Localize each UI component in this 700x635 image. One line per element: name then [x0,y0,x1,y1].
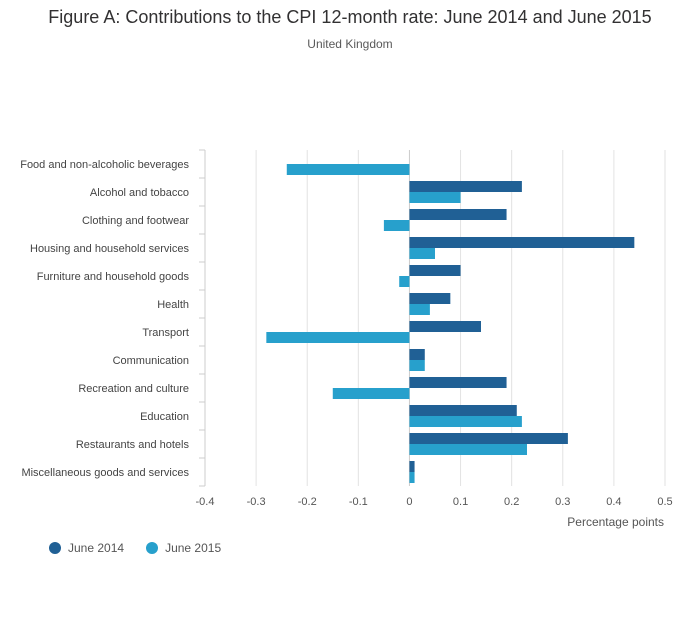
bar-june-2014[interactable] [409,181,522,192]
bar-june-2015[interactable] [409,248,435,259]
category-label: Food and non-alcoholic beverages [20,159,189,171]
x-tick-label: 0.4 [606,496,621,508]
category-label: Furniture and household goods [37,271,190,283]
bar-june-2014[interactable] [409,433,568,444]
axes: -0.4 -0.3 -0.2 -0.1 0 0.1 0.2 0.3 0.4 0.5 Food and… [20,149,673,508]
bar-june-2014[interactable] [409,405,517,416]
legend: June 2014 June 2015 [49,541,243,555]
x-tick-label: -0.4 [196,496,215,508]
bar-june-2014[interactable] [409,237,635,248]
category-label: Alcohol and tobacco [90,187,189,199]
bar-june-2015[interactable] [409,416,522,427]
category-label: Recreation and culture [78,383,189,395]
x-tick-label: -0.2 [298,496,317,508]
bar-june-2015[interactable] [409,192,461,203]
bar-june-2015[interactable] [286,164,410,175]
legend-item-1[interactable]: June 2015 [146,541,221,555]
bar-june-2014[interactable] [409,321,481,332]
bar-june-2015[interactable] [399,276,410,287]
legend-swatch-1 [146,542,159,554]
bar-june-2015[interactable] [332,388,410,399]
x-tick-label: 0.5 [657,496,672,508]
x-tick-label: 0 [406,496,412,508]
x-tick-label: 0.2 [504,496,519,508]
legend-label-0: June 2014 [68,541,125,555]
x-tick-label: 0.3 [555,496,570,508]
category-label: Education [140,411,189,423]
x-tick-label: 0.1 [453,496,468,508]
category-label: Communication [113,355,189,367]
bar-june-2015[interactable] [266,332,410,343]
legend-swatch-0 [49,542,61,554]
bar-june-2015[interactable] [383,220,410,231]
category-label: Clothing and footwear [82,215,189,227]
category-label: Health [157,299,189,311]
bar-june-2014[interactable] [409,461,415,472]
legend-label-1: June 2015 [165,541,222,555]
legend-item-0[interactable]: June 2014 [49,541,124,555]
bar-june-2014[interactable] [409,349,425,360]
chart-title: Figure A: Contributions to the CPI 12-mo… [48,7,652,27]
category-label: Transport [142,327,189,339]
x-axis-label: Percentage points [567,515,664,529]
bar-june-2015[interactable] [409,304,430,315]
bar-june-2014[interactable] [409,293,451,304]
x-tick-label: -0.3 [247,496,266,508]
gridlines [204,150,666,486]
bar-june-2014[interactable] [409,209,507,220]
bars [266,164,635,483]
x-tick-label: -0.1 [349,496,368,508]
bar-june-2014[interactable] [409,265,461,276]
bar-june-2015[interactable] [409,444,527,455]
bar-june-2014[interactable] [409,377,507,388]
category-label: Housing and household services [30,243,189,255]
category-label: Miscellaneous goods and services [21,467,189,479]
category-label: Restaurants and hotels [76,439,190,451]
chart-subtitle: United Kingdom [307,37,393,51]
bar-june-2015[interactable] [409,472,415,483]
bar-june-2015[interactable] [409,360,425,371]
